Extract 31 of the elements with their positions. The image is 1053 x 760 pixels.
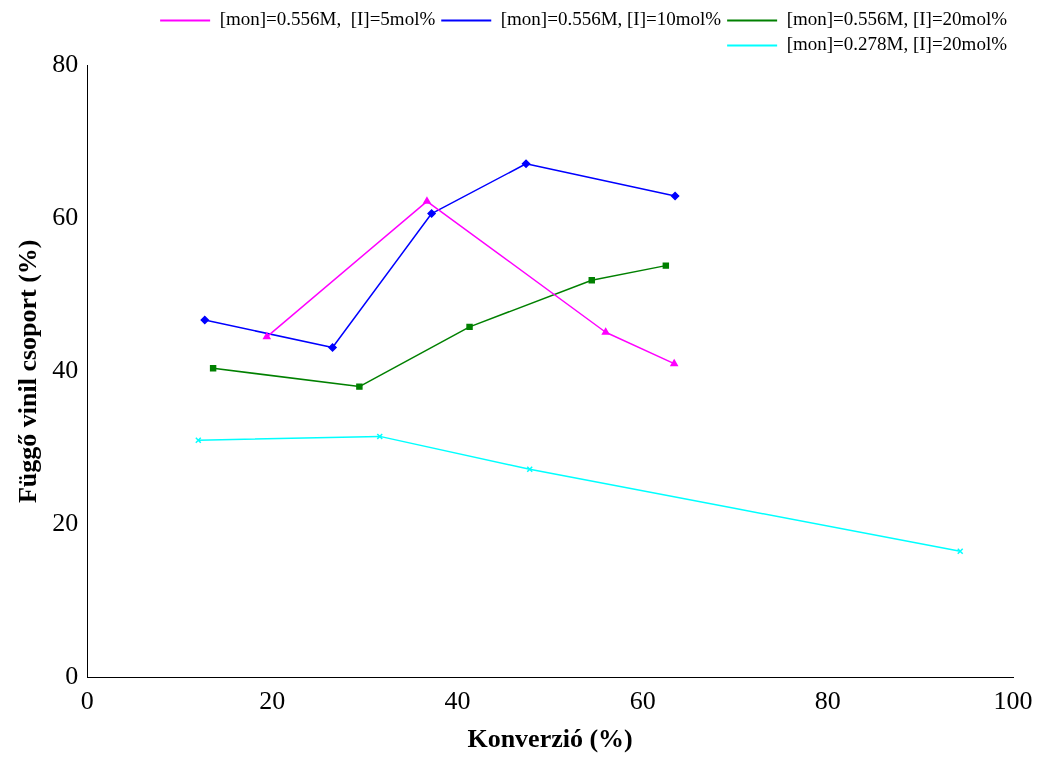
point [670,359,678,367]
x-tick-label: 100 [993,686,1033,716]
y-tick-label: 40 [52,355,79,385]
point [263,332,271,340]
x-axis-title: Konverzió (%) [467,724,633,754]
x-tick-label: 60 [629,686,656,716]
point [466,323,473,331]
x-tick-label: 40 [444,686,471,716]
point [588,276,595,284]
legend-label: [mon]=0.556M, [I]=10mol% [500,8,722,30]
point [601,328,610,335]
point [662,262,670,269]
point [328,343,337,352]
point [526,466,533,473]
y-tick-label: 20 [52,508,79,538]
point [209,365,217,372]
point [427,209,436,218]
legend-label: [mon]=0.278M, [I]=20mol% [786,33,1008,55]
y-tick-label: 60 [52,201,79,231]
point [670,191,680,201]
y-tick-label: 80 [52,48,79,78]
point [200,315,210,325]
legend-label: [mon]=0.556M, [I]=5mol% [219,8,436,30]
point [356,383,363,390]
y-axis-title: Függő vinil csoport (%) [13,239,43,504]
legend-label: [mon]=0.556M, [I]=20mol% [786,8,1008,30]
point [521,159,531,169]
x-tick-label: 20 [259,686,286,716]
point [423,197,431,204]
x-tick-label: 80 [814,686,841,716]
y-tick-label: 0 [65,661,79,691]
